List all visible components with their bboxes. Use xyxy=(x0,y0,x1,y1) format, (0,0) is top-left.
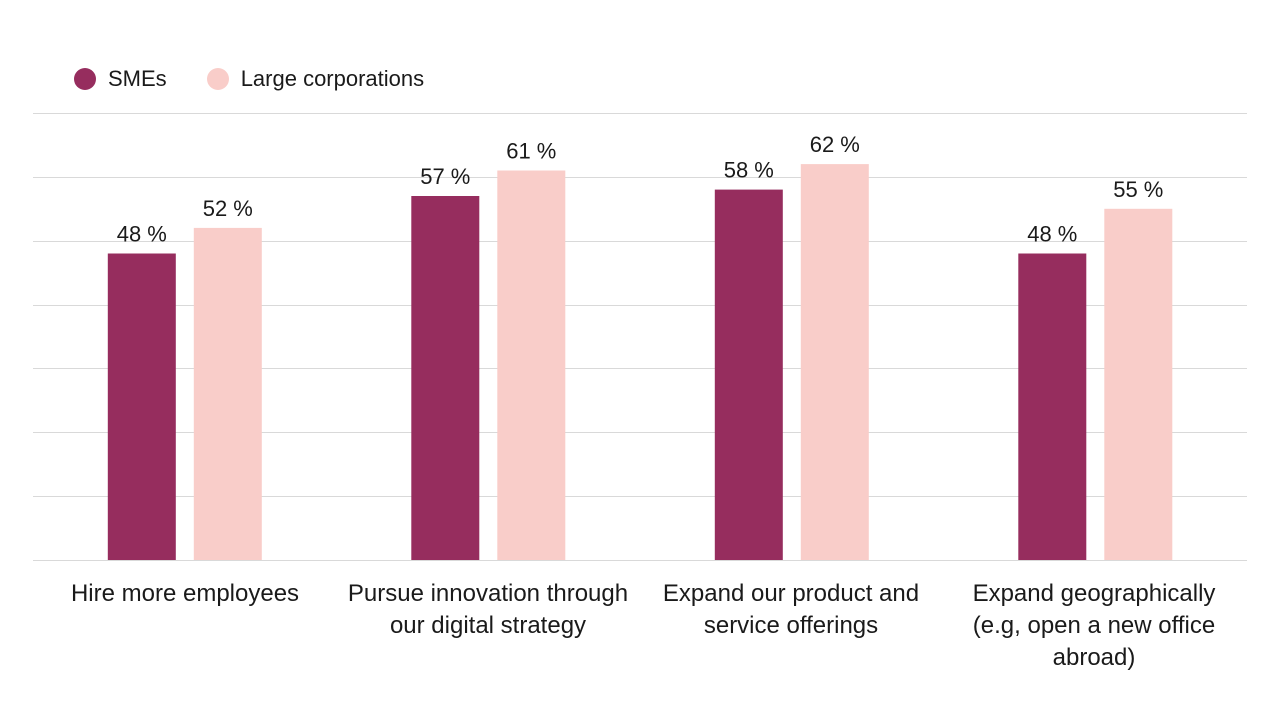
legend-label-smes: SMEs xyxy=(108,66,167,91)
data-label-large-corporations-0: 52 % xyxy=(203,196,253,221)
category-label-line: (e.g, open a new office xyxy=(972,612,1216,639)
legend-item-smes: SMEs xyxy=(74,66,167,92)
data-label-smes-3: 48 % xyxy=(1027,222,1077,247)
legend-swatch-large-corporations xyxy=(206,68,229,90)
data-label-large-corporations-3: 55 % xyxy=(1113,177,1163,202)
category-label-hire: Hire more employees xyxy=(35,578,335,610)
bar-large-corporations-1 xyxy=(497,170,566,560)
bar-smes-2 xyxy=(714,189,783,560)
category-label-geography: Expand geographically (e.g, open a new o… xyxy=(944,578,1244,674)
bar-large-corporations-3 xyxy=(1104,208,1173,561)
legend-label-large-corporations: Large corporations xyxy=(240,66,425,91)
category-label-line: Expand our product and xyxy=(662,580,920,607)
data-labels: 48 % 52 % 57 % 61 % 58 % 62 % 48 % 55 % xyxy=(117,132,1164,246)
category-label-line: Pursue innovation through xyxy=(347,580,629,607)
bar-large-corporations-0 xyxy=(193,227,262,560)
category-label-innovation: Pursue innovation through our digital st… xyxy=(338,578,638,642)
data-label-large-corporations-1: 61 % xyxy=(506,139,556,164)
bar-large-corporations-2 xyxy=(800,164,869,560)
category-label-line: our digital strategy xyxy=(389,612,587,639)
legend: SMEs Large corporations xyxy=(74,66,464,92)
category-label-products: Expand our product and service offerings xyxy=(641,578,941,642)
bar-smes-3 xyxy=(1018,253,1087,560)
data-label-smes-2: 58 % xyxy=(724,158,774,183)
category-label-line: Hire more employees xyxy=(70,580,300,607)
category-label-line: abroad) xyxy=(1052,644,1136,671)
data-label-smes-1: 57 % xyxy=(420,164,470,189)
category-label-line: service offerings xyxy=(703,612,879,639)
data-label-large-corporations-2: 62 % xyxy=(810,132,860,157)
bar-smes-0 xyxy=(107,253,176,560)
data-label-smes-0: 48 % xyxy=(117,222,167,247)
bar-smes-1 xyxy=(411,196,480,560)
legend-swatch-smes xyxy=(74,68,96,90)
category-label-line: Expand geographically xyxy=(972,580,1216,607)
bars xyxy=(107,164,1173,561)
legend-item-large-corporations: Large corporations xyxy=(206,66,425,92)
